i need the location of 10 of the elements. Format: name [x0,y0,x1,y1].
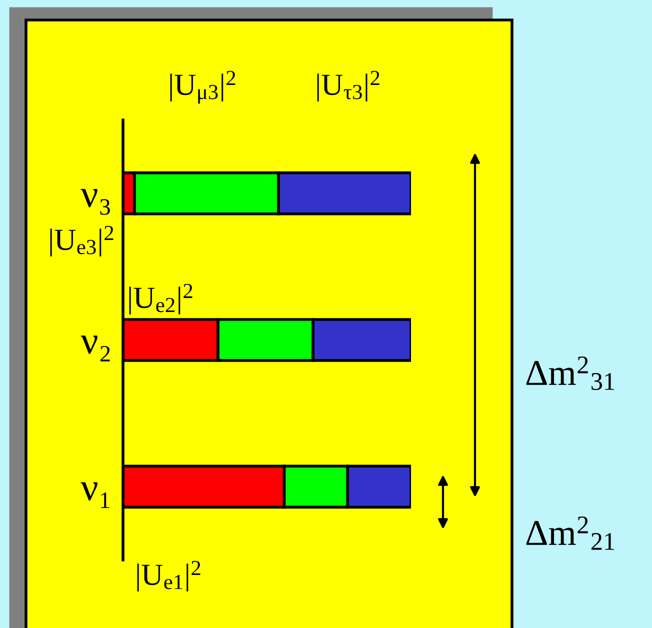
text: Δm$^{2}$$_{21}$ [526,516,614,550]
text: |U$_{μ3}$|$^{2}$ [170,70,236,104]
y-tick-label: ν₂ [80,336,110,362]
text: Δm$^{2}$$_{31}$ [526,356,614,390]
annotation: |U$_{e2}$|$^{2}$ [129,284,192,314]
text: |U$_{τ3}$|$^{2}$ [317,70,380,102]
y-tick-label: ν₃ [80,188,110,215]
text: |U$_{e1}$|$^{2}$ [137,560,200,592]
text: |U$_{e3}$|$^{2}$ [50,226,114,256]
y-tick-label: ν₁ [80,482,110,508]
